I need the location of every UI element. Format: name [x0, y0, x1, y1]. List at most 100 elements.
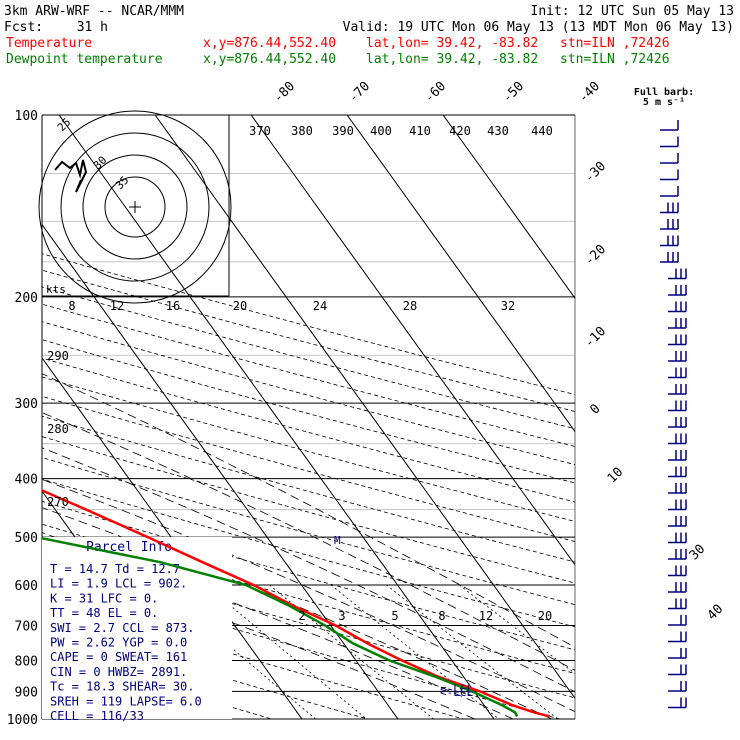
mixing-ratio-label: 2 [298, 609, 305, 623]
mixing-ratio-label: 5 [391, 609, 398, 623]
dewp-xy: x,y=876.44,552.40 [203, 52, 336, 67]
dry-adiabat [42, 321, 575, 465]
isotherm-label: -60 [422, 79, 449, 106]
parcel-panel-bg [42, 537, 232, 719]
fcst-label: Fcst: [4, 20, 43, 35]
speed-label: 8 [68, 299, 75, 313]
barb-key-value: 5 m s⁻¹ [643, 97, 685, 108]
pressure-label: 900 [15, 685, 38, 700]
parcel-row: SREH = 119 LAPSE= 6.0 [50, 694, 202, 708]
isotherm-label: -30 [582, 159, 609, 186]
profile-lines [42, 489, 551, 718]
theta-label: 390 [332, 124, 354, 138]
pressure-label: 700 [15, 619, 38, 634]
isotherm-line [42, 223, 399, 719]
dry-adiabat [42, 571, 560, 719]
speed-label: 24 [313, 299, 327, 313]
theta-label: 370 [249, 124, 271, 138]
isotherm-label: -70 [346, 79, 373, 106]
speed-label: 12 [110, 299, 124, 313]
isotherm-label: -20 [582, 242, 609, 269]
speed-label: 28 [403, 299, 417, 313]
mixing-ratio-label: 12 [479, 609, 493, 623]
parcel-row: CELL = 116/33 [50, 709, 144, 723]
temp-xy: x,y=876.44,552.40 [203, 36, 336, 51]
dewp-latlon: lat,lon= 39.42, -83.82 [366, 52, 538, 67]
theta-label: 290 [47, 349, 69, 363]
dry-adiabat [42, 339, 575, 484]
isotherm-label: -40 [576, 79, 603, 106]
pressure-label: 500 [15, 531, 38, 546]
valid-time: Valid: 19 UTC Mon 06 May 13 (13 MDT Mon … [343, 20, 734, 35]
temperature-legend: Temperature [6, 36, 92, 51]
mixing-ratio-label: 3 [338, 609, 345, 623]
hodograph-ring-label: 35 [113, 174, 132, 193]
theta-label: 270 [47, 495, 69, 509]
dry-adiabat [42, 286, 575, 430]
speed-label: 20 [233, 299, 247, 313]
hodograph-ring [38, 110, 232, 304]
parcel-row: PW = 2.62 YGP = 0.0 [50, 636, 187, 650]
lcl-marker: <-LCL [440, 686, 473, 699]
pressure-label: 200 [15, 291, 38, 306]
dry-adiabat [42, 303, 575, 447]
model-title: 3km ARW-WRF -- NCAR/MMM [4, 4, 184, 19]
mixing-ratio-line [205, 584, 367, 719]
mixing-ratio-line [459, 584, 575, 675]
pressure-label: 400 [15, 473, 38, 488]
hodograph-ring [82, 154, 188, 260]
fcst-value: 31 h [77, 20, 108, 35]
temp-stn: stn=ILN ,72426 [560, 36, 670, 51]
pressure-label: 800 [15, 654, 38, 669]
isotherm-label: -80 [271, 79, 298, 106]
parcel-row: CIN = 0 HWBZ= 2891. [50, 665, 187, 679]
barb-key-title: Full barb: [634, 87, 694, 98]
parcel-row: TT = 48 EL = 0. [50, 606, 158, 620]
parcel-row: T = 14.7 Td = 12.7 [50, 562, 180, 576]
isotherm-line [58, 115, 495, 719]
parcel-row: LI = 1.9 LCL = 902. [50, 577, 187, 591]
dewp-stn: stn=ILN ,72426 [560, 52, 670, 67]
pressure-label: 300 [15, 397, 38, 412]
mixing-ratio-label: 8 [438, 609, 445, 623]
isotherm-label: 30 [687, 542, 709, 564]
init-time: Init: 12 UTC Sun 05 May 13 [531, 4, 735, 19]
isotherm-line [346, 115, 575, 433]
parcel-row: SWI = 2.7 CCL = 873. [50, 621, 195, 635]
pressure-label: 1000 [7, 713, 38, 728]
parcel-row: Tc = 18.3 SHEAR= 30. [50, 680, 195, 694]
theta-label: 440 [531, 124, 553, 138]
moist-adiabat [42, 479, 575, 713]
hodograph-trace [54, 159, 88, 193]
moist-adiabat [42, 412, 575, 671]
mixing-ratio-label: 20 [538, 609, 552, 623]
hodograph-ring [60, 132, 210, 282]
speed-label: 16 [166, 299, 180, 313]
isotherm-label: -10 [582, 324, 609, 351]
theta-label: 410 [409, 124, 431, 138]
pressure-label: 100 [15, 109, 38, 124]
dry-adiabat [42, 500, 575, 651]
isotherm-line [154, 115, 575, 699]
hodograph-ring-label: 30 [91, 154, 110, 173]
theta-label: 430 [487, 124, 509, 138]
hodograph-unit: kts [46, 283, 66, 296]
wind-barbs [660, 120, 687, 709]
parcel-row: CAPE = 0 SWEAT= 161 [50, 650, 187, 664]
temperature-line [42, 489, 551, 718]
isotherm-label: 0 [587, 401, 603, 417]
lcl-marker: <-LCL [440, 682, 473, 695]
dry-adiabat [42, 436, 575, 584]
isotherm-label: -50 [500, 79, 527, 106]
parcel-row: K = 31 LFC = 0. [50, 591, 158, 605]
dewpoint-line [42, 536, 519, 717]
theta-label: 280 [47, 422, 69, 436]
isotherm-label: 40 [705, 602, 727, 624]
freezing-marker: M [334, 534, 341, 547]
isotherm-label: 10 [605, 465, 627, 487]
hodograph-ring [104, 176, 166, 238]
isotherm-line [250, 115, 575, 566]
